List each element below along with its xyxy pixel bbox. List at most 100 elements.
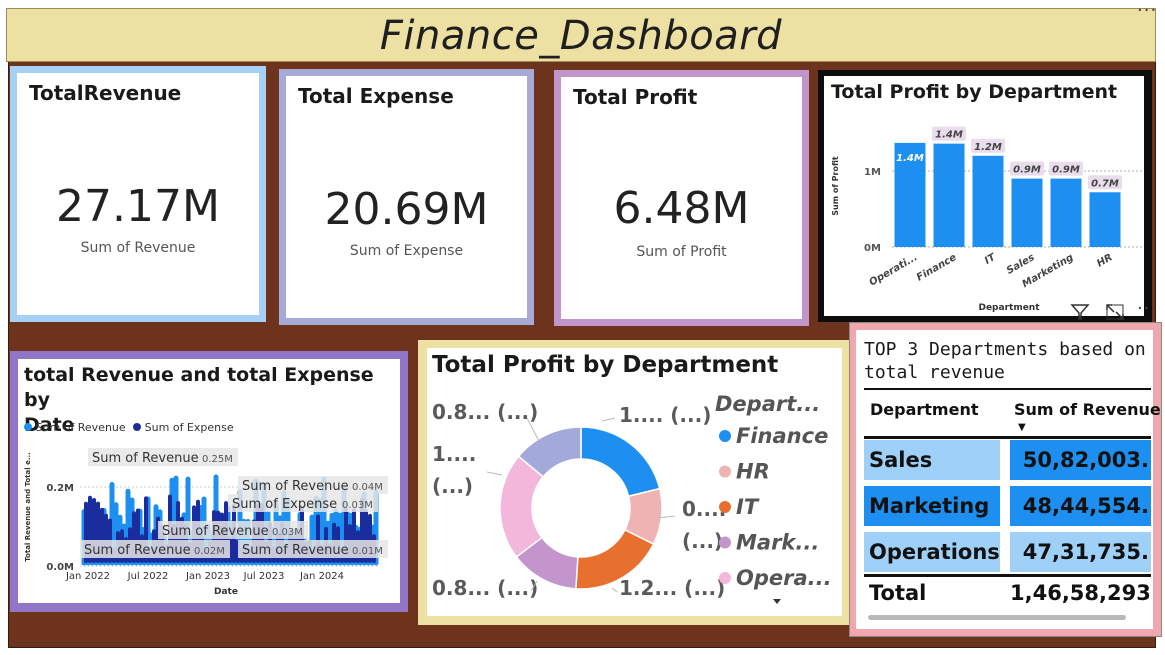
data-label-bg [238, 476, 388, 494]
kpi-revenue-label: Sum of Revenue [80, 240, 196, 256]
table-cell-revenue: 50,82,003. [1010, 440, 1151, 480]
data-label-bg [80, 540, 230, 558]
legend-scroll-down-icon[interactable] [773, 599, 781, 604]
bar-data-label-bg [932, 126, 966, 141]
line-chart-title-line2: Date [24, 414, 75, 436]
table-cell-department: Operations [864, 532, 1000, 572]
bar-xtick-label: Finance [915, 252, 959, 284]
table-title: TOP 3 Departments based on total revenue [864, 339, 1146, 383]
line-chart-title: total Revenue and total Expense by Date [24, 363, 400, 438]
kpi-revenue-card[interactable]: TotalRevenue 27.17M Sum of Revenue [10, 66, 266, 322]
bar-operations[interactable] [894, 142, 926, 247]
donut-slice-other[interactable] [517, 426, 582, 478]
table-row[interactable]: Operations 47,31,735. [864, 530, 1151, 574]
line-chart-legend: Sum of Revenue Sum of Expense [24, 421, 234, 434]
line-chart-plot: 0.2M 0.0M Total Revenue and Total e... Jan … [24, 448, 388, 597]
bar-marketing[interactable] [1050, 178, 1082, 247]
kpi-profit-value: 6.48M [613, 183, 750, 234]
legend-revenue-dot [24, 423, 32, 431]
data-label-bg [238, 540, 388, 558]
bar-xtick-label: IT [983, 251, 999, 266]
title-bar: Finance_Dashboard [6, 8, 1156, 62]
donut-data-label: 1.... [432, 442, 476, 466]
bar-data-label-bg [1049, 161, 1083, 176]
table-cell-department: Marketing [864, 486, 1000, 526]
bar-sales[interactable] [1011, 178, 1043, 247]
kpi-profit-card[interactable]: Total Profit 6.48M Sum of Profit [554, 70, 809, 326]
table-more-options-icon[interactable]: ··· [1137, 298, 1158, 319]
bar-ytick-label: 0M [864, 243, 881, 254]
bar-xtick-label: Operati... [867, 252, 919, 288]
bar-data-label-bg [971, 138, 1005, 153]
bar-data-label: 1.4M [935, 130, 963, 141]
bar-data-label: 0.9M [1013, 165, 1041, 176]
donut-leader-line [530, 580, 538, 592]
donut-legend-label[interactable]: Opera... [736, 566, 832, 590]
data-label-name: Sum of Revenue [92, 451, 199, 466]
kpi-expense-label: Sum of Expense [349, 243, 464, 259]
dashboard-title: Finance_Dashboard [379, 13, 783, 59]
data-label-bg [158, 521, 308, 539]
bar-chart-card[interactable]: Total Profit by Department 0M 1M Sum of Pr… [818, 70, 1152, 322]
bar-hr[interactable] [1089, 192, 1121, 247]
bar-ytick-label: 1M [864, 167, 881, 178]
table-header-revenue[interactable]: Sum of Revenue [1014, 400, 1161, 419]
table-row[interactable]: Marketing 48,44,554. [864, 484, 1151, 528]
donut-chart-card[interactable]: Total Profit by Department 1.... (...) 0.… [418, 340, 851, 625]
data-label-value: 0.03M [342, 500, 373, 511]
donut-data-label: 1.2... (...) [619, 576, 725, 600]
table-row[interactable]: Sales 50,82,003. [864, 438, 1151, 482]
donut-slice-finance[interactable] [580, 426, 661, 498]
table-header-department[interactable]: Department [870, 400, 979, 419]
line-xtick-label: Jul 2023 [243, 571, 285, 582]
data-label-value: 0.25M [202, 454, 233, 465]
bar-chart-title: Total Profit by Department [831, 81, 1118, 103]
line-xtick-label: Jan 2023 [185, 571, 230, 582]
line-ytick-label: 0.2M [46, 483, 74, 494]
bar-finance[interactable] [933, 143, 965, 247]
data-label-name: Sum of Expense [232, 497, 337, 512]
donut-legend-label[interactable]: Finance [736, 424, 828, 448]
table-horizontal-scrollbar[interactable] [868, 615, 1126, 620]
table-total-label: Total [869, 581, 927, 605]
donut-legend-label[interactable]: IT [736, 495, 760, 519]
data-label-bg [88, 448, 238, 466]
bar-data-label: 1.2M [974, 142, 1002, 153]
bar-xtick-label: Sales [1005, 252, 1037, 277]
donut-legend-dot [719, 572, 731, 584]
data-label-value: 0.04M [352, 482, 383, 493]
table-divider [864, 388, 1151, 390]
data-label-bg [228, 494, 378, 512]
table-cell-revenue: 47,31,735. [1010, 532, 1151, 572]
bar-ylabel: Sum of Profit [831, 156, 840, 216]
donut-legend-label[interactable]: HR [736, 460, 770, 484]
donut-legend-label[interactable]: Mark... [736, 531, 819, 555]
more-options-icon[interactable]: ··· [1137, 0, 1158, 21]
donut-chart-plot: 1.... (...) 0.... (...) 1.2... (...) 0.8... … [432, 392, 832, 604]
table-card[interactable]: TOP 3 Departments based on total revenue… [849, 322, 1162, 637]
line-xtick-label: Jul 2022 [127, 571, 169, 582]
donut-data-label: 0.... [682, 497, 726, 521]
filter-icon[interactable] [1069, 302, 1091, 322]
line-ylabel: Total Revenue and Total e... [24, 452, 32, 562]
data-label-name: Sum of Revenue [242, 543, 349, 558]
kpi-expense-card[interactable]: Total Expense 20.69M Sum of Expense [279, 69, 534, 325]
donut-leader-line [486, 471, 503, 476]
bar-xtick-label: HR [1095, 252, 1114, 270]
legend-expense-label: Sum of Expense [144, 421, 234, 434]
line-chart-card[interactable]: total Revenue and total Expense by Date … [10, 351, 408, 612]
line-xlabel: Date [214, 587, 238, 597]
bar-it[interactable] [972, 155, 1004, 247]
sort-descending-icon[interactable]: ▼ [1018, 422, 1026, 433]
line-chart-title-line1: total Revenue and total Expense by [24, 364, 374, 411]
donut-legend-title: Depart... [715, 392, 820, 416]
bar-chart-plot: 0M 1M Sum of Profit Department 1.4M Operati..… [831, 126, 1142, 313]
line-xtick-label: Jan 2024 [299, 571, 344, 582]
kpi-revenue-value: 27.17M [56, 181, 220, 232]
kpi-expense-value: 20.69M [324, 184, 489, 235]
donut-data-label: 0.8... (...) [432, 400, 538, 424]
focus-mode-icon[interactable] [1104, 302, 1126, 322]
table-cell-department: Sales [864, 440, 1000, 480]
donut-leader-line [601, 417, 616, 422]
